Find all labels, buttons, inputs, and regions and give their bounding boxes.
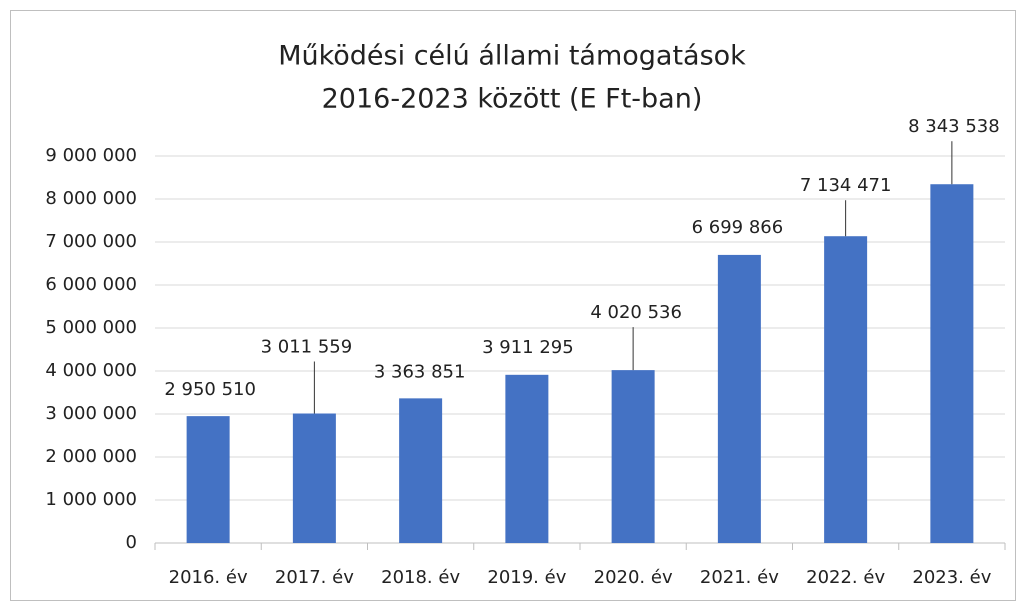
y-tick-label: 7 000 000 — [45, 231, 137, 252]
bar — [930, 184, 974, 544]
y-tick-label: 2 000 000 — [45, 446, 137, 467]
data-label: 3 011 559 — [261, 337, 353, 358]
y-tick-label: 1 000 000 — [45, 489, 137, 510]
y-tick-label: 6 000 000 — [45, 274, 137, 295]
bar — [292, 413, 336, 543]
y-tick-label: 8 000 000 — [45, 188, 137, 209]
bar — [505, 374, 549, 543]
bar — [399, 398, 443, 543]
chart-title: Működési célú állami támogatások — [278, 41, 746, 72]
y-tick-label: 9 000 000 — [45, 145, 137, 166]
data-label: 2 950 510 — [164, 379, 256, 400]
x-tick-label: 2020. év — [594, 567, 673, 588]
bar — [611, 370, 655, 543]
bar — [717, 254, 761, 543]
y-tick-label: 4 000 000 — [45, 360, 137, 381]
data-label: 7 134 471 — [800, 175, 892, 196]
x-tick-label: 2018. év — [381, 567, 460, 588]
x-tick-label: 2017. év — [275, 567, 354, 588]
x-tick-label: 2016. év — [169, 567, 248, 588]
data-label: 6 699 866 — [692, 217, 784, 238]
data-label: 4 020 536 — [590, 302, 682, 323]
x-tick-label: 2019. év — [487, 567, 566, 588]
chart-title: 2016-2023 között (E Ft-ban) — [322, 84, 703, 115]
y-tick-label: 0 — [126, 532, 137, 553]
data-label: 3 363 851 — [374, 361, 466, 382]
x-tick-label: 2021. év — [700, 567, 779, 588]
data-label: 3 911 295 — [482, 337, 574, 358]
x-tick-label: 2022. év — [806, 567, 885, 588]
y-tick-label: 3 000 000 — [45, 403, 137, 424]
x-tick-label: 2023. év — [912, 567, 991, 588]
bar — [186, 416, 230, 543]
y-tick-label: 5 000 000 — [45, 317, 137, 338]
bar — [824, 236, 868, 543]
data-label: 8 343 538 — [908, 116, 1000, 137]
